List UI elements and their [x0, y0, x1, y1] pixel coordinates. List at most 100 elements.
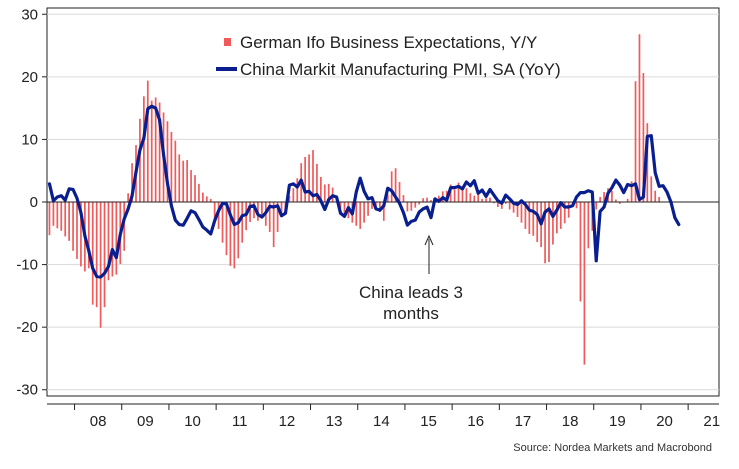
ifo-bar [150, 100, 153, 202]
ifo-bar [532, 202, 535, 236]
ifo-bar [583, 202, 586, 365]
ifo-bar [469, 193, 472, 202]
ifo-bar [131, 163, 133, 202]
ifo-bar [618, 202, 621, 204]
ifo-bar [559, 202, 562, 229]
ifo-bar [485, 198, 487, 202]
ifo-bar [465, 188, 468, 202]
ifo-bar [654, 190, 657, 202]
legend: German Ifo Business Expectations, Y/Y Ch… [216, 33, 561, 79]
ifo-bar [154, 97, 157, 202]
ifo-bar [512, 202, 515, 213]
ifo-bar [563, 202, 566, 224]
x-tick-label: 17 [515, 413, 532, 430]
ifo-bar [658, 196, 660, 202]
ifo-bar [209, 198, 212, 202]
x-tick-label: 15 [420, 413, 437, 430]
ifo-bar [72, 202, 74, 251]
ifo-bar [552, 202, 554, 245]
y-axis: 30 20 10 0 -10 -20 -30 [16, 6, 47, 399]
ifo-bar [213, 202, 216, 220]
ifo-bar [253, 202, 255, 219]
ifo-bar [355, 202, 358, 226]
ifo-bar [438, 195, 440, 202]
ifo-bar [198, 183, 200, 202]
ifo-bar [304, 156, 306, 202]
ifo-bar [504, 202, 507, 204]
ifo-bar [143, 96, 145, 202]
ifo-bar [556, 202, 558, 234]
ifo-bar [217, 202, 220, 229]
ifo-bar [241, 202, 244, 243]
ifo-bar [87, 202, 90, 269]
x-axis: 08 09 10 11 12 13 14 15 16 17 18 19 20 21 [47, 403, 720, 430]
ifo-bar [493, 202, 495, 204]
legend-swatch-ifo [224, 38, 231, 46]
ifo-bar [170, 131, 173, 202]
y-tick-label: -30 [16, 382, 38, 399]
ifo-bar [394, 168, 397, 202]
ifo-bar [461, 188, 464, 202]
ifo-bar [103, 202, 106, 308]
legend-label-ifo: German Ifo Business Expectations, Y/Y [240, 33, 537, 52]
ifo-bar [477, 193, 480, 202]
ifo-bar [288, 195, 291, 202]
annotation-line-1: China leads 3 [359, 283, 463, 302]
ifo-bar [626, 198, 629, 202]
ifo-bar [386, 194, 389, 202]
annotation: China leads 3 months [359, 234, 463, 323]
ifo-bar [272, 202, 275, 248]
ifo-bar [312, 150, 314, 202]
ifo-bar [80, 202, 82, 267]
y-tick-label: 0 [30, 194, 38, 211]
ifo-bar [166, 121, 169, 202]
y-tick-label: 20 [21, 69, 38, 86]
ifo-bar [371, 202, 373, 209]
ifo-bar [528, 202, 531, 234]
ifo-bar [268, 202, 271, 233]
ifo-bar [615, 199, 617, 202]
x-tick-label: 10 [184, 413, 201, 430]
ifo-bar [205, 196, 208, 202]
ifo-bar [225, 202, 228, 256]
ifo-bar [426, 197, 428, 202]
ifo-bar [489, 197, 491, 202]
ifo-bar [99, 202, 102, 328]
ifo-bar [292, 188, 295, 202]
ifo-bar [536, 202, 539, 243]
ifo-bar [64, 202, 67, 237]
ifo-bar [276, 202, 279, 233]
ifo-bar [548, 202, 550, 263]
ifo-bar [481, 198, 483, 202]
ifo-bar [178, 154, 181, 202]
x-tick-label: 13 [326, 413, 343, 430]
ifo-bar [296, 178, 299, 202]
ifo-bar [402, 195, 405, 202]
ifo-bar [229, 202, 232, 266]
ifo-bar [603, 191, 605, 202]
ifo-bar [139, 118, 141, 202]
ifo-bar [233, 202, 236, 269]
ifo-bar [516, 202, 519, 218]
pmi-line [47, 104, 681, 279]
ifo-bar [457, 182, 460, 202]
ifo-bar [221, 202, 224, 243]
ifo-bar [508, 202, 511, 210]
ifo-bar [327, 183, 330, 202]
ifo-bar [634, 81, 637, 202]
ifo-bar [48, 202, 51, 236]
ifo-bar [453, 189, 456, 202]
ifo-bar [111, 202, 114, 277]
ifo-bar [650, 176, 653, 202]
ifo-bar [280, 202, 283, 218]
ifo-bar [410, 202, 413, 211]
ifo-bar [339, 202, 342, 209]
ifo-bar [473, 195, 476, 202]
ifo-bar [359, 202, 362, 229]
ifo-bar [406, 202, 409, 212]
ifo-bar [363, 202, 365, 223]
x-tick-label: 21 [703, 413, 720, 430]
ifo-bar [316, 163, 318, 202]
ifo-bar [390, 171, 393, 202]
